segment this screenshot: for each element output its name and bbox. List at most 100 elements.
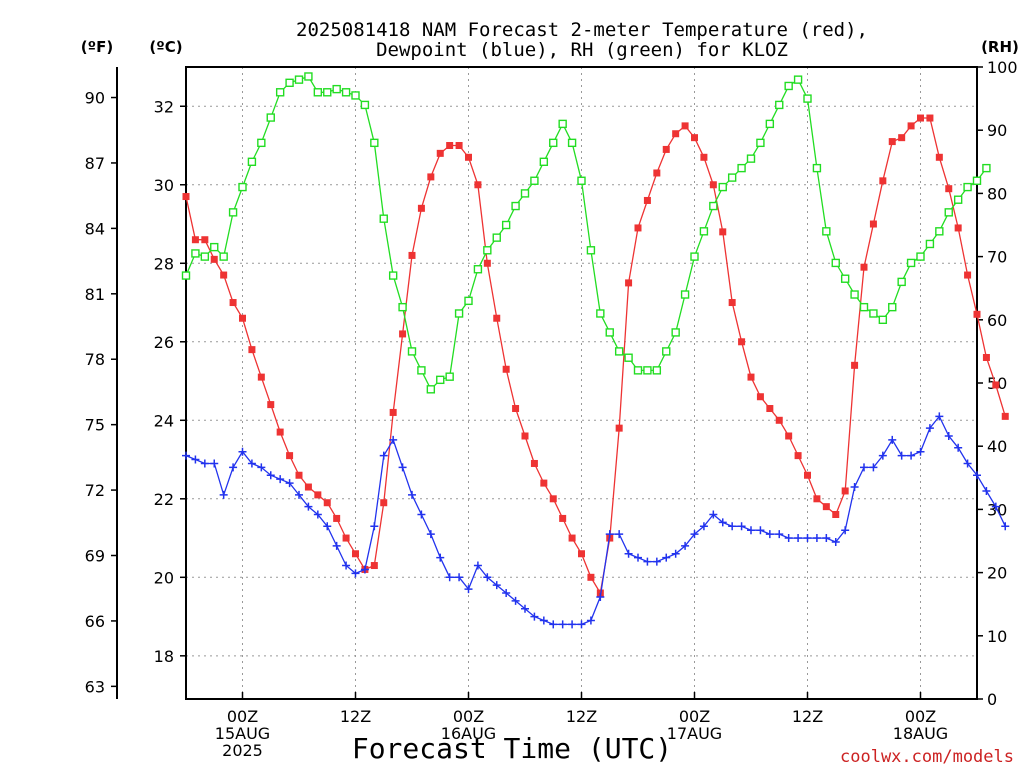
data-point [681, 541, 690, 550]
data-point [559, 514, 567, 522]
rh-tick-label: 80 [987, 184, 1007, 203]
data-point [973, 471, 981, 480]
data-point [333, 514, 341, 522]
data-point [332, 541, 341, 550]
data-point [342, 561, 351, 570]
data-point [624, 549, 633, 558]
data-point [323, 499, 331, 507]
data-point [935, 153, 943, 161]
data-point [313, 510, 322, 519]
data-point [285, 78, 294, 88]
data-point [200, 252, 210, 261]
data-point [567, 138, 577, 148]
data-point [671, 549, 680, 558]
data-point [229, 299, 237, 307]
data-point [860, 463, 868, 472]
data-point [464, 585, 473, 594]
data-point [220, 271, 228, 279]
data-point [511, 201, 520, 211]
data-point [539, 157, 549, 167]
data-point [907, 122, 915, 130]
rh-tick-label: 100 [987, 58, 1018, 77]
data-point [398, 463, 407, 472]
celsius-tick-label: 24 [154, 411, 174, 430]
data-point [625, 279, 633, 287]
data-point [756, 138, 765, 148]
data-point [964, 271, 972, 279]
data-point [643, 366, 652, 375]
data-point [756, 526, 765, 535]
rh-tick-label: 90 [987, 121, 1007, 140]
data-point [417, 204, 425, 212]
data-point [426, 385, 436, 394]
data-point [728, 299, 736, 307]
data-point [822, 503, 830, 511]
data-point [389, 408, 397, 416]
series-temperature [182, 114, 1009, 597]
data-point [257, 463, 266, 472]
data-point [493, 314, 501, 322]
data-point [248, 346, 256, 354]
data-point [812, 163, 822, 173]
data-point [352, 550, 359, 558]
data-point [341, 88, 351, 97]
data-point [323, 522, 332, 531]
data-point [436, 553, 445, 562]
data-point [210, 459, 219, 468]
rh-tick-label: 10 [987, 627, 1007, 646]
data-point [888, 435, 897, 444]
series-line-rh [185, 75, 987, 391]
data-point [916, 252, 925, 261]
data-point [832, 511, 840, 519]
series-line-dewpoint [185, 415, 1006, 626]
data-point [295, 490, 303, 499]
series-line-temperature [185, 117, 1006, 595]
data-point [578, 550, 585, 558]
data-point [605, 530, 614, 539]
data-point [738, 338, 746, 346]
data-point [568, 534, 576, 542]
data-point [982, 163, 991, 173]
data-point [634, 553, 642, 562]
data-point [982, 486, 991, 495]
data-point [210, 242, 219, 252]
data-point [652, 557, 661, 566]
data-point [680, 290, 690, 299]
data-point [407, 347, 417, 356]
fahrenheit-tick-label: 69 [85, 547, 105, 566]
x-tick-label: 00Z [679, 707, 710, 726]
data-point [521, 432, 529, 440]
data-point [229, 463, 238, 472]
celsius-tick-label: 18 [154, 647, 174, 666]
data-point [615, 530, 624, 539]
data-point [257, 138, 266, 148]
fahrenheit-tick-label: 87 [85, 154, 105, 173]
data-point [972, 176, 982, 185]
data-point [982, 353, 990, 361]
data-point [191, 249, 200, 258]
data-point [925, 424, 934, 433]
data-point [530, 612, 539, 621]
x-tick-label: 00Z [227, 707, 258, 726]
data-point [492, 581, 501, 590]
fahrenheit-tick-label: 72 [85, 481, 105, 500]
data-point [465, 153, 472, 161]
axes: 63 66 69 72 75 78 81 84 87 90 18 20 22 24 26 28 30 32 0 10 2… [85, 58, 1018, 709]
data-point [473, 265, 483, 274]
data-point [963, 459, 972, 468]
data-point [512, 405, 520, 413]
data-point [502, 365, 510, 373]
celsius-tick-label: 22 [154, 490, 174, 509]
data-point [1001, 522, 1010, 531]
data-point [719, 228, 727, 236]
data-point [794, 452, 802, 460]
data-point [653, 169, 661, 177]
data-point [672, 130, 680, 138]
data-point [691, 134, 698, 142]
data-point [464, 296, 473, 306]
fahrenheit-tick-label: 75 [85, 416, 105, 435]
data-point [521, 604, 529, 613]
data-point [906, 258, 916, 268]
data-point [973, 310, 981, 318]
data-point [586, 246, 596, 255]
